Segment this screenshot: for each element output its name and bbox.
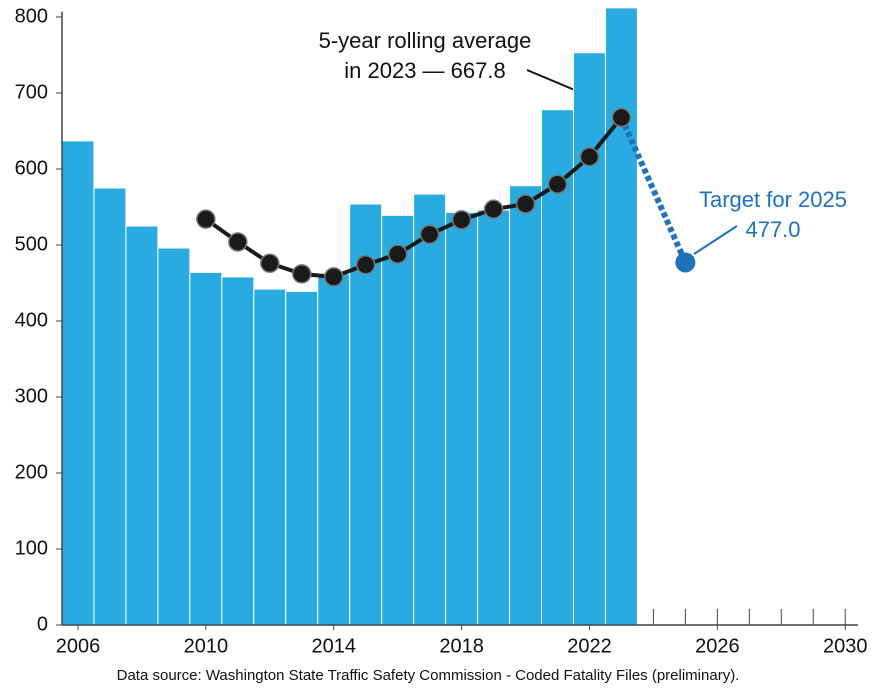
rolling-point	[196, 209, 216, 229]
bar	[381, 214, 415, 626]
pointer	[693, 225, 738, 255]
y-tick-label: 700	[15, 81, 48, 103]
y-tick-label: 600	[15, 157, 48, 179]
bar	[604, 7, 638, 626]
bar	[317, 273, 351, 626]
bar	[413, 193, 447, 626]
rolling-point	[419, 224, 440, 245]
rolling-point	[515, 194, 536, 214]
rolling-point	[451, 210, 472, 230]
rolling-point	[355, 255, 376, 275]
rolling-point	[228, 232, 248, 252]
x-tick-label: 2014	[311, 635, 356, 657]
rolling-point	[579, 147, 600, 167]
bar	[93, 187, 127, 626]
bar	[445, 211, 479, 626]
y-tick-label: 400	[15, 309, 48, 331]
source-note: Data source: Washington State Traffic Sa…	[117, 667, 740, 684]
rolling-point	[292, 264, 312, 284]
annotation: 5-year rolling average	[319, 28, 532, 53]
x-tick-label: 2010	[184, 635, 229, 657]
y-tick-label: 300	[15, 385, 48, 407]
x-tick-label: 2022	[567, 635, 612, 657]
bar	[157, 247, 191, 626]
bar	[285, 290, 319, 626]
y-tick-label: 500	[15, 233, 48, 255]
bar	[477, 209, 511, 626]
y-tick-label: 100	[15, 537, 48, 559]
rolling-point	[260, 253, 280, 273]
rolling-point	[323, 267, 344, 287]
x-tick-label: 2026	[695, 635, 740, 657]
bar	[189, 271, 223, 626]
target-connector	[618, 116, 689, 264]
bar	[61, 140, 95, 626]
x-tick-label: 2006	[56, 635, 101, 657]
annotation: Target for 2025	[699, 187, 847, 212]
bar	[541, 109, 574, 626]
y-tick-label: 0	[37, 613, 48, 635]
annotation: in 2023 — 667.8	[344, 58, 505, 83]
bar	[572, 52, 606, 626]
y-tick-label: 800	[15, 5, 48, 27]
target-point	[675, 252, 696, 273]
rolling-point	[547, 174, 568, 194]
bar	[509, 185, 543, 626]
rolling-point	[611, 107, 632, 128]
annotation: 477.0	[745, 217, 800, 242]
bar	[125, 225, 159, 626]
rolling-point	[387, 244, 408, 264]
bar	[253, 288, 287, 626]
rolling-point	[483, 199, 504, 220]
y-tick-label: 200	[15, 461, 48, 483]
x-tick-label: 2018	[439, 635, 484, 657]
bar	[221, 276, 255, 626]
x-tick-label: 2030	[823, 635, 868, 657]
